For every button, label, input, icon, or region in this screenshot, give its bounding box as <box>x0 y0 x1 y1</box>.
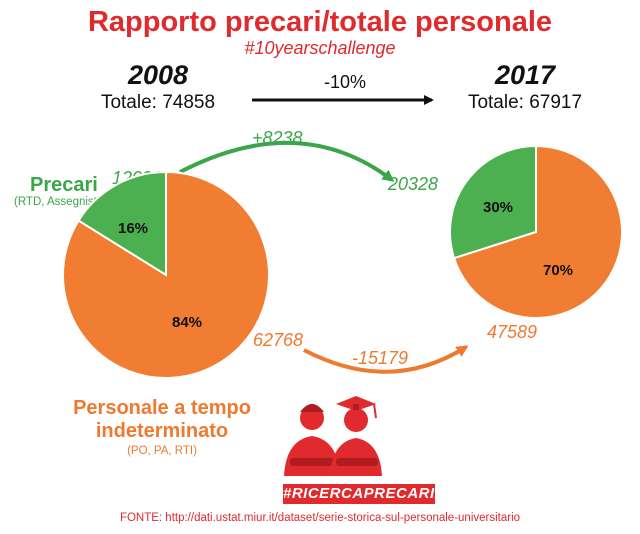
ricerca-precaria-logo-icon <box>284 396 382 476</box>
right-personale-percent: 70% <box>543 262 574 279</box>
right-total: Totale: 67917 <box>467 92 583 113</box>
right-precari-percent: 30% <box>483 199 514 216</box>
left-total: Totale: 74858 <box>100 92 216 113</box>
personale-label-line1: Personale a tempo <box>73 397 251 419</box>
right-year: 2017 <box>494 60 556 90</box>
pie-chart-2017 <box>449 144 623 319</box>
hashtag-subtitle: #10yearschallenge <box>244 38 396 58</box>
pie-chart-2008 <box>62 170 270 379</box>
left-precari-percent: 16% <box>118 220 149 237</box>
pie-slice-personale <box>62 170 270 379</box>
left-personale-value: 62768 <box>253 330 304 350</box>
page-title: Rapporto precari/totale personale <box>87 6 553 38</box>
personale-sublabel: (PO, PA, RTI) <box>127 445 197 457</box>
right-personale-value: 47589 <box>487 322 538 342</box>
precari-flow-arrow <box>179 141 395 182</box>
precari-label: Precari <box>30 174 98 196</box>
source-note: FONTE: http://dati.ustat.miur.it/dataset… <box>119 512 521 524</box>
total-change-label: -10% <box>323 72 367 92</box>
pie-slice-precari <box>77 170 167 277</box>
pie-slice-personale <box>452 144 623 319</box>
ricerca-precaria-badge: #RICERCAPRECARIA <box>283 484 447 504</box>
precari-sublabel: (RTD, Assegnisti) <box>14 196 104 208</box>
personale-delta-label: -15179 <box>352 348 409 368</box>
personale-label-line2: indeterminato <box>95 420 229 442</box>
pie-slice-precari <box>449 144 537 260</box>
right-precari-value: 20328 <box>388 174 439 194</box>
left-year: 2008 <box>127 60 189 90</box>
left-personale-percent: 84% <box>172 314 203 331</box>
personale-flow-arrow <box>303 345 469 374</box>
